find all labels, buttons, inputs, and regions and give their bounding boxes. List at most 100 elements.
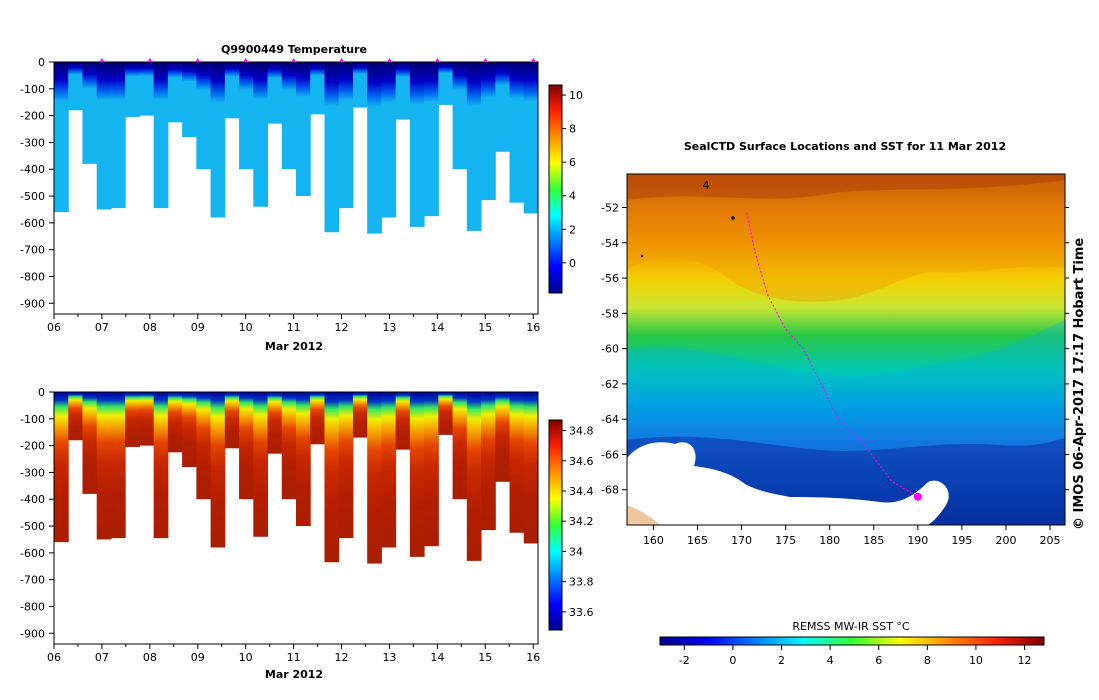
temperature-colorbar-ticks: 10 8 6 4 2 0 [562, 89, 583, 270]
colorbar-tick-label: 34.8 [569, 425, 594, 438]
profile-column [125, 392, 140, 447]
y-tick-label: -400 [20, 493, 45, 506]
profile-column [182, 392, 197, 468]
profile-column [153, 392, 169, 539]
sst-colorbar-ticks: -2 0 2 4 6 8 10 12 [679, 645, 1032, 667]
salinity-y-axis: 0 -100 -200 -300 -400 -500 -600 -700 -800 -900 [20, 386, 54, 640]
sst-colorbar-tick-label: 8 [924, 654, 931, 667]
x-tick-label: 07 [95, 651, 109, 664]
imos-caption: © IMOS 06-Apr-2017 17:17 Hobart Time [1072, 238, 1087, 530]
lat-tick-label: -60 [601, 343, 619, 356]
profile-column [267, 392, 283, 454]
colorbar-tick-label: 33.8 [569, 576, 594, 589]
x-tick-label: 09 [191, 651, 205, 664]
sst-colorbar-tick-label: 4 [827, 654, 834, 667]
x-tick-label: 16 [526, 321, 540, 334]
profile-column [338, 392, 354, 539]
colorbar-tick-label: 0 [569, 257, 576, 270]
salinity-colorbar-ticks: 34.8 34.6 34.4 34.2 34 33.8 33.6 [562, 425, 594, 619]
profile-column [139, 62, 155, 116]
lon-tick-label: 190 [907, 534, 928, 547]
profile-column [352, 62, 368, 108]
x-tick-label: 14 [430, 651, 444, 664]
y-tick-label: 0 [38, 386, 45, 399]
map-frame [626, 173, 1066, 526]
x-tick-label: 15 [478, 651, 492, 664]
profile-column [509, 392, 525, 533]
x-tick-label: 09 [191, 321, 205, 334]
profile-column [239, 392, 254, 500]
y-tick-label: -700 [20, 574, 45, 587]
profile-column [239, 62, 254, 170]
sst-colorbar-tick-label: -2 [679, 654, 690, 667]
ice-shelf [627, 505, 660, 525]
profile-markers [99, 58, 536, 62]
profile-column [210, 392, 226, 548]
profile-column [310, 62, 325, 115]
temperature-profiles [54, 62, 538, 234]
profile-column [409, 62, 425, 227]
profile-column [253, 62, 269, 207]
profile-column [352, 392, 368, 438]
x-tick-label: 13 [382, 651, 396, 664]
y-tick-label: -600 [20, 217, 45, 230]
x-tick-label: 12 [335, 321, 349, 334]
profile-column [125, 62, 140, 117]
y-tick-label: -200 [20, 440, 45, 453]
lon-tick-label: 185 [863, 534, 884, 547]
cool-front [627, 320, 1065, 525]
temperature-colorbar [548, 84, 563, 294]
profile-column [466, 392, 482, 561]
profile-marker [530, 58, 536, 62]
profile-column [139, 392, 155, 446]
profile-column [82, 392, 98, 494]
island-dot [731, 216, 735, 220]
y-tick-label: -900 [20, 627, 45, 640]
lon-tick-label: 170 [731, 534, 752, 547]
profile-column [253, 392, 269, 537]
x-tick-label: 11 [287, 321, 301, 334]
lon-tick-label: 165 [687, 534, 708, 547]
lon-tick-label: 200 [995, 534, 1016, 547]
sst-background [627, 174, 1065, 525]
colorbar-tick-label: 34.4 [569, 485, 594, 498]
x-tick-label: 10 [239, 321, 253, 334]
profile-column [395, 392, 411, 450]
y-tick-label: -500 [20, 520, 45, 533]
profile-column [495, 392, 511, 482]
profile-marker [482, 58, 488, 62]
lat-tick-label: -56 [601, 272, 619, 285]
colorbar-tick-label: 2 [569, 223, 576, 236]
temperature-y-axis: 0 -100 -200 -300 -400 -500 -600 -700 -800 -900 [20, 56, 54, 310]
y-tick-label: -300 [20, 136, 45, 149]
profile-column [367, 392, 382, 564]
lon-tick-label: 180 [819, 534, 840, 547]
profile-column [523, 392, 538, 544]
profile-column [54, 62, 69, 213]
lon-tick-label: 175 [775, 534, 796, 547]
profile-marker [99, 58, 105, 62]
y-tick-label: -400 [20, 163, 45, 176]
lon-tick-label: 195 [951, 534, 972, 547]
x-tick-label: 14 [430, 321, 444, 334]
profile-column [424, 392, 439, 547]
temperature-x-label: Mar 2012 [265, 340, 323, 353]
x-tick-label: 06 [47, 321, 61, 334]
colorbar-tick-label: 34.6 [569, 455, 594, 468]
profile-column [296, 62, 311, 197]
lat-tick-label: -58 [601, 307, 619, 320]
profile-marker [339, 58, 345, 62]
profile-column [68, 62, 83, 111]
y-tick-label: -100 [20, 83, 45, 96]
profile-column [424, 62, 439, 217]
map-longitude-axis: 160 165 170 175 180 185 190 195 200 205 [643, 525, 1061, 547]
y-tick-label: -900 [20, 297, 45, 310]
profile-column [196, 392, 212, 500]
sst-colorbar-tick-label: 10 [969, 654, 983, 667]
profile-column [196, 62, 212, 170]
salinity-colorbar [548, 419, 563, 631]
x-tick-label: 15 [478, 321, 492, 334]
profile-column [167, 392, 183, 453]
y-tick-label: 0 [38, 56, 45, 69]
profile-column [438, 392, 454, 435]
